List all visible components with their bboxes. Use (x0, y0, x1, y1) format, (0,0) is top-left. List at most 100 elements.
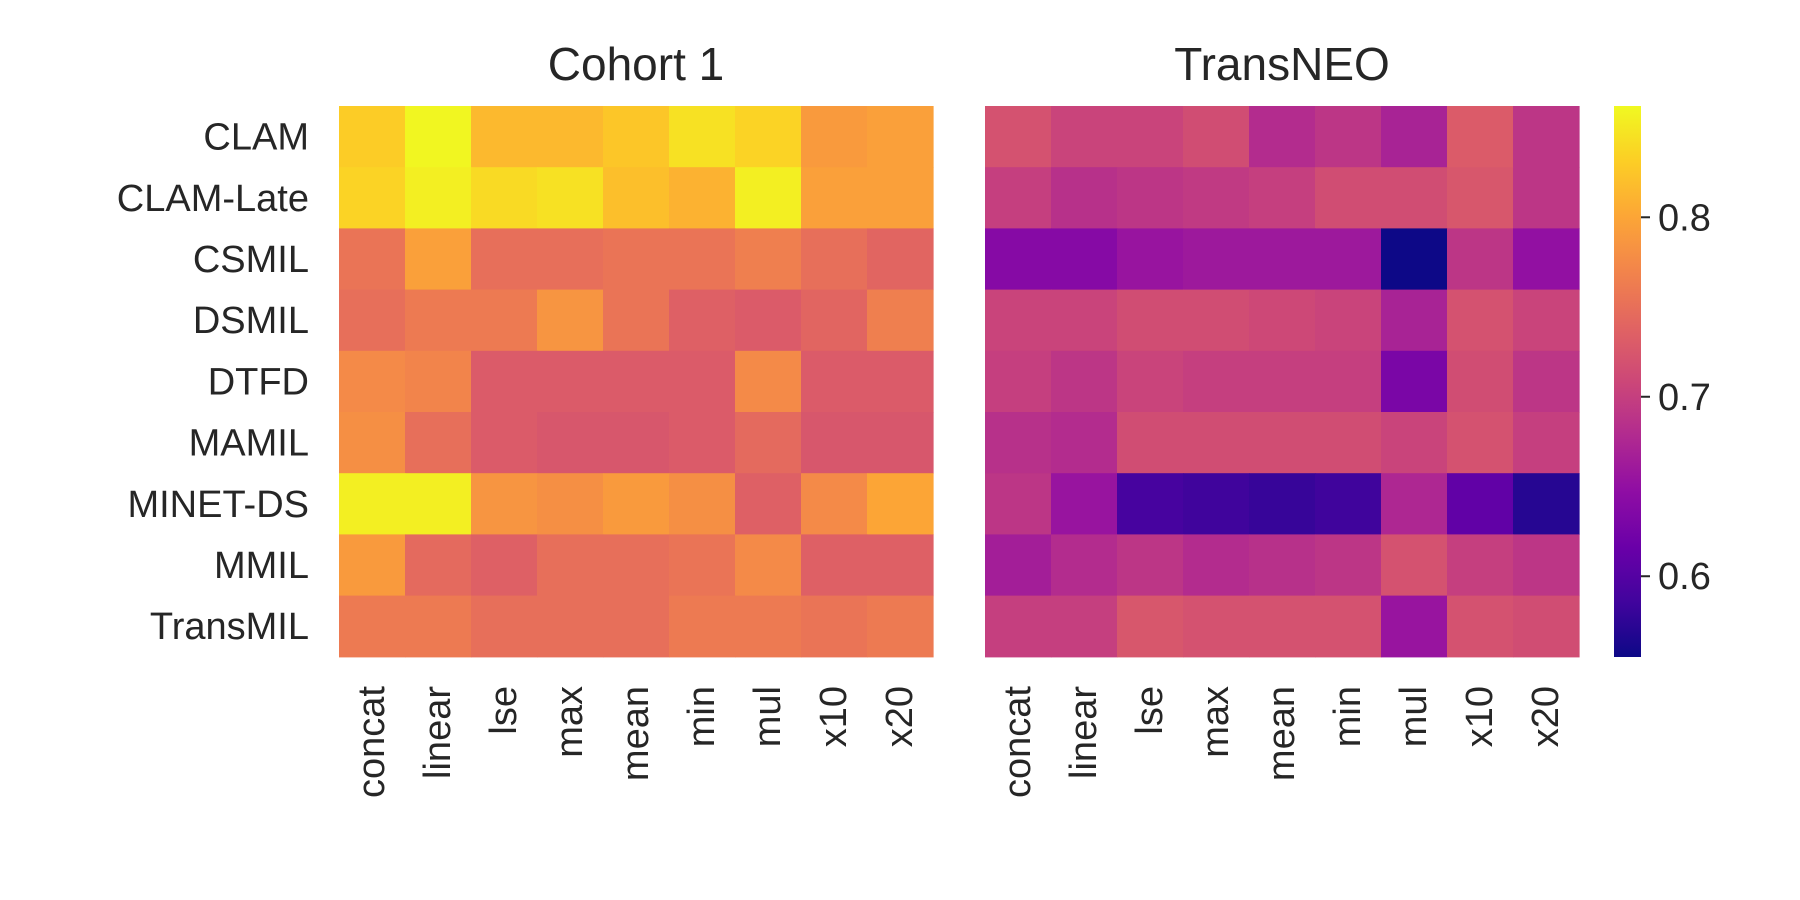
heatmap-cell (1249, 289, 1316, 352)
y-tick-label: DTFD (208, 361, 309, 403)
colorbar-tick-label: 0.6 (1658, 556, 1711, 598)
colorbar-tick-label: 0.8 (1658, 197, 1711, 239)
x-tick-label: min (681, 686, 723, 747)
heatmap-cell (471, 228, 538, 291)
heatmap-cell (1447, 106, 1514, 168)
x-tick-label: min (1327, 686, 1369, 747)
heatmap-cell (1315, 595, 1382, 658)
heatmap-cell (537, 106, 604, 168)
heatmap-cell (1381, 412, 1448, 474)
colorbar: 0.6 0.7 0.8 (1614, 106, 1711, 657)
heatmap-cell (1315, 350, 1382, 413)
heatmap-cell (1051, 595, 1118, 658)
heatmap-cell (603, 595, 670, 658)
heatmap-cell (471, 350, 538, 413)
heatmap-cell (537, 412, 604, 474)
heatmap-cell (735, 412, 802, 474)
heatmap-cell (867, 412, 934, 474)
heatmap-cell (405, 595, 472, 658)
heatmap-cell (405, 412, 472, 474)
heatmap-cell (1249, 167, 1316, 229)
x-tick-label: x20 (1525, 686, 1567, 747)
heatmap-cell (669, 473, 736, 535)
heatmap-cell (339, 595, 406, 658)
heatmap-cell (1513, 228, 1580, 291)
heatmap-cell (603, 412, 670, 474)
heatmap-cell (669, 350, 736, 413)
heatmap-cell (1447, 167, 1514, 229)
heatmap-cell (1249, 350, 1316, 413)
heatmap-cell (985, 412, 1052, 474)
heatmap-cell (1315, 412, 1382, 474)
heatmap-cell (1183, 350, 1250, 413)
heatmap-cell (669, 106, 736, 168)
heatmap-cell (1117, 412, 1184, 474)
heatmap-cell (669, 595, 736, 658)
heatmap-cell (1183, 106, 1250, 168)
heatmap-cell (1381, 473, 1448, 535)
heatmap-cell (339, 350, 406, 413)
heatmap-cell (1117, 473, 1184, 535)
heatmap-panel-1: Cohort 1 concat linear lse max mean min mul x10 x… (117, 38, 934, 798)
heatmap-cell (1051, 106, 1118, 168)
heatmap-cell (471, 167, 538, 229)
heatmap-cell (471, 534, 538, 597)
heatmap-cell (801, 289, 868, 352)
heatmap-cell (735, 595, 802, 658)
x-tick-label: lse (483, 686, 525, 735)
panel-title: TransNEO (1174, 38, 1390, 90)
heatmap-cell (471, 412, 538, 474)
heatmap-cell (537, 350, 604, 413)
heatmap-cell (1117, 289, 1184, 352)
y-tick-label: MAMIL (189, 423, 309, 465)
x-tick-label: lse (1129, 686, 1171, 735)
heatmap-cell (735, 350, 802, 413)
x-tick-label: mul (1393, 686, 1435, 747)
heatmap-cell (1051, 473, 1118, 535)
heatmap-cell (1381, 228, 1448, 291)
x-tick-label: concat (997, 686, 1039, 798)
heatmap-cell (1249, 228, 1316, 291)
heatmap-cell (1381, 534, 1448, 597)
heatmap-cell (735, 106, 802, 168)
heatmap-cell (1447, 595, 1514, 658)
heatmap-cell (471, 289, 538, 352)
heatmap-cell (1381, 106, 1448, 168)
heatmap-cell (339, 534, 406, 597)
heatmap-cell (1513, 350, 1580, 413)
heatmap-cell (985, 534, 1052, 597)
heatmap-cell (1381, 350, 1448, 413)
heatmap-cell (471, 473, 538, 535)
heatmap-cell (1315, 534, 1382, 597)
heatmap-cell (867, 167, 934, 229)
x-tick-label: x10 (813, 686, 855, 747)
heatmap-cell (985, 350, 1052, 413)
heatmap-cell (1249, 595, 1316, 658)
heatmap-cell (1315, 106, 1382, 168)
heatmap-cell (405, 228, 472, 291)
heatmap-cell (801, 228, 868, 291)
heatmap-cell (1051, 167, 1118, 229)
x-tick-label: concat (351, 686, 393, 798)
heatmap-cell (801, 350, 868, 413)
heatmap-cell (339, 106, 406, 168)
heatmap-cell (603, 350, 670, 413)
x-tick-label: x20 (879, 686, 921, 747)
heatmap-cell (1513, 412, 1580, 474)
heatmap-cell (669, 534, 736, 597)
heatmap-cell (1183, 167, 1250, 229)
heatmap-cell (339, 473, 406, 535)
heatmap-cell (1183, 595, 1250, 658)
heatmap-cell (603, 106, 670, 168)
heatmap-cell (1117, 106, 1184, 168)
heatmap-cell (801, 412, 868, 474)
heatmap-cell (1447, 473, 1514, 535)
heatmap-cell (801, 106, 868, 168)
heatmap-cell (801, 534, 868, 597)
heatmap-cell (985, 289, 1052, 352)
heatmap-cell (1381, 289, 1448, 352)
heatmap-cell (1249, 412, 1316, 474)
heatmap-cell (985, 473, 1052, 535)
heatmap-panel-2: TransNEO concat linear lse max mean min mul x10 x… (985, 38, 1580, 798)
